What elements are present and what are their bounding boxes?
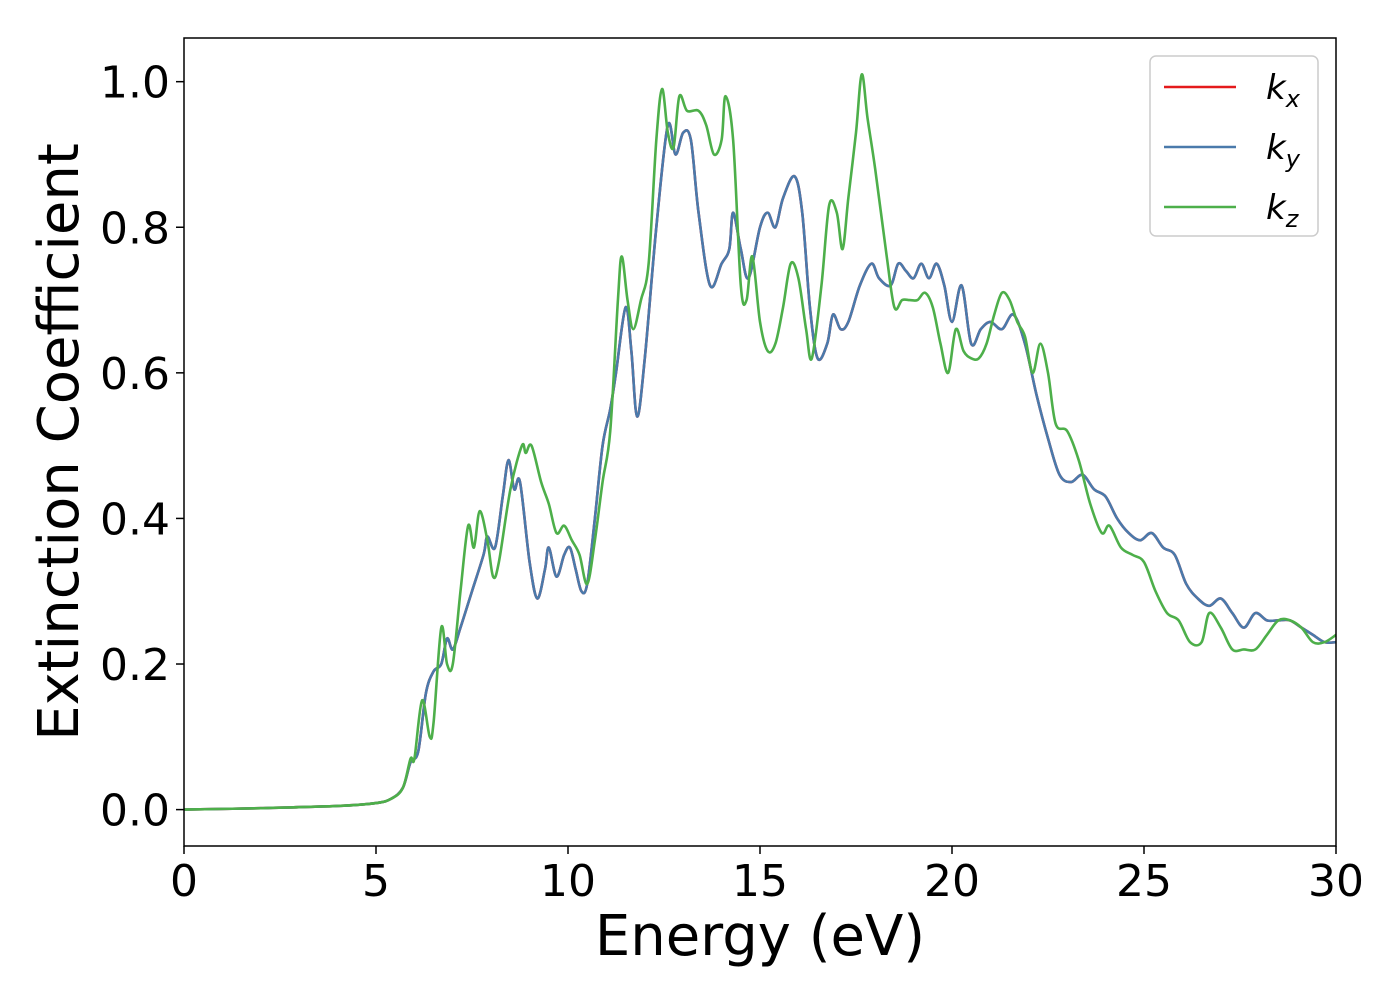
- series-layer: [184, 73, 1336, 811]
- series-line-ky: [184, 121, 1336, 811]
- y-tick-label: 0.8: [100, 203, 170, 254]
- plot-area: [184, 38, 1336, 846]
- x-axis-title: Energy (eV): [595, 904, 925, 969]
- x-tick-label: 0: [170, 856, 198, 907]
- legend-subscript: z: [1285, 205, 1300, 233]
- x-tick-label: 20: [924, 856, 980, 907]
- y-tick-label: 0.4: [100, 494, 170, 545]
- legend-subscript: x: [1285, 85, 1301, 113]
- y-tick-label: 0.0: [100, 786, 170, 837]
- y-tick-label: 1.0: [100, 58, 170, 109]
- x-axis: 0 5 10 15 20 25 30: [170, 846, 1364, 907]
- x-tick-label: 30: [1308, 856, 1364, 907]
- y-axis-title: Extinction Coefficient: [27, 143, 92, 741]
- y-tick-label: 0.2: [100, 640, 170, 691]
- x-tick-label: 25: [1116, 856, 1172, 907]
- y-axis: 0.0 0.2 0.4 0.6 0.8 1.0: [100, 58, 184, 837]
- y-tick-label: 0.6: [100, 349, 170, 400]
- legend-subscript: y: [1285, 145, 1301, 173]
- x-tick-label: 15: [732, 856, 788, 907]
- x-tick-label: 10: [540, 856, 596, 907]
- x-tick-label: 5: [362, 856, 390, 907]
- series-line-kz: [184, 73, 1336, 811]
